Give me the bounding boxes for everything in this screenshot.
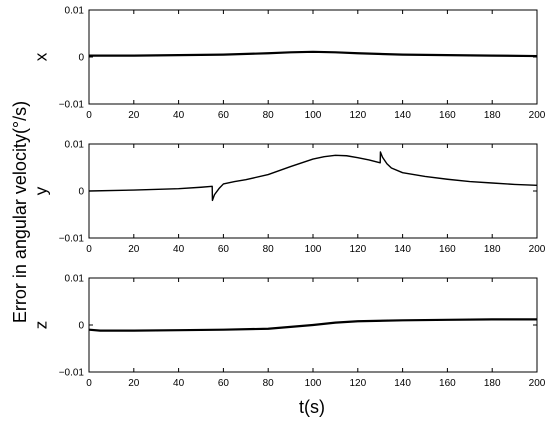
y-tick-label: −0.01 (59, 100, 85, 111)
x-tick-label: 60 (218, 244, 230, 255)
x-tick-label: 60 (218, 110, 230, 121)
y-tick-label: 0.01 (65, 140, 85, 151)
x-tick-label: 80 (263, 244, 275, 255)
series-line-z (88, 318, 537, 332)
panel-label-x: x (31, 52, 50, 61)
x-tick-label: 20 (128, 244, 140, 255)
x-tick-label: 20 (128, 378, 140, 389)
x-tick-label: 60 (218, 378, 230, 389)
y-tick-label: 0 (78, 321, 84, 332)
x-tick-label: 140 (394, 110, 411, 121)
y-tick-label: −0.01 (59, 368, 85, 379)
x-tick-label: 100 (305, 244, 322, 255)
x-tick-label: 120 (349, 244, 366, 255)
y-tick-label: 0 (78, 187, 84, 198)
x-tick-label: 100 (305, 110, 322, 121)
x-tick-label: 160 (439, 110, 456, 121)
x-tick-label: 180 (484, 378, 501, 389)
panel-label-z: z (31, 321, 50, 330)
x-tick-label: 200 (529, 378, 546, 389)
x-tick-label: 80 (263, 110, 275, 121)
x-tick-label: 160 (439, 378, 456, 389)
panel-label-y: y (31, 186, 50, 195)
plot-frame (88, 143, 538, 239)
x-tick-label: 0 (86, 244, 92, 255)
x-tick-label: 180 (484, 110, 501, 121)
x-tick-label: 0 (86, 378, 92, 389)
x-tick-label: 40 (173, 244, 185, 255)
y-tick-label: 0.01 (65, 6, 85, 17)
y-tick-label: 0 (78, 53, 84, 64)
x-tick-label: 180 (484, 244, 501, 255)
x-tick-label: 200 (529, 110, 546, 121)
x-tick-label: 40 (173, 110, 185, 121)
x-tick-label: 200 (529, 244, 546, 255)
y-tick-label: −0.01 (59, 234, 85, 245)
y-axis-label: Error in angular velocity(°/s) (10, 101, 30, 323)
x-tick-label: 120 (349, 378, 366, 389)
x-axis-label: t(s) (299, 397, 325, 417)
x-tick-label: 140 (394, 244, 411, 255)
x-tick-label: 80 (263, 378, 275, 389)
plot-frame (88, 9, 538, 105)
x-tick-label: 160 (439, 244, 456, 255)
x-tick-label: 40 (173, 378, 185, 389)
x-tick-label: 0 (86, 110, 92, 121)
x-tick-label: 100 (305, 378, 322, 389)
x-tick-label: 20 (128, 110, 140, 121)
series-line-y (88, 151, 538, 202)
x-tick-label: 140 (394, 378, 411, 389)
x-tick-label: 120 (349, 110, 366, 121)
series-line-x (89, 50, 538, 58)
y-tick-label: 0.01 (65, 274, 85, 285)
